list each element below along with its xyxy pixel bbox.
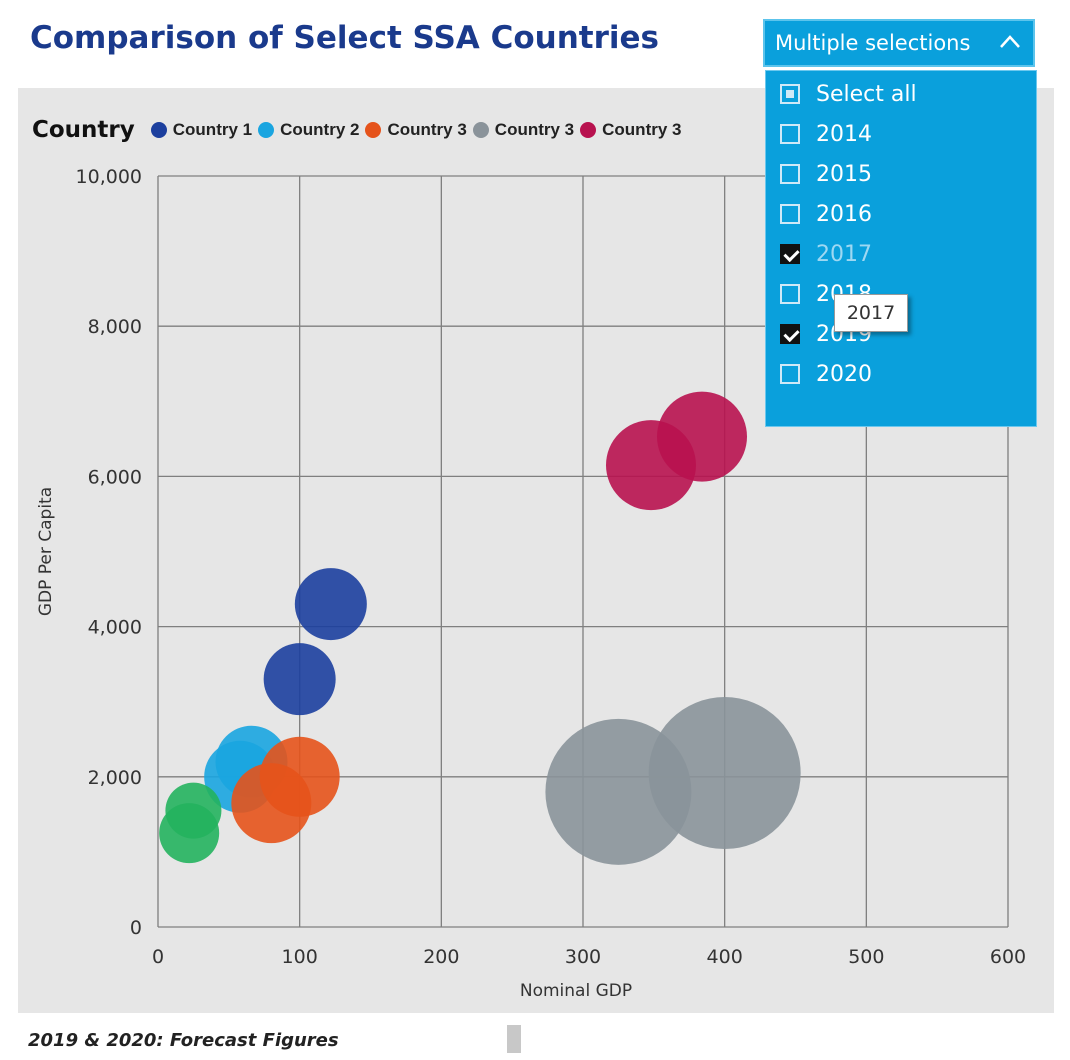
dropdown-option[interactable]: 2020 — [780, 359, 872, 389]
legend-title: Country — [32, 117, 135, 143]
option-tooltip: 2017 — [834, 294, 908, 332]
x-tick-label: 200 — [423, 946, 459, 968]
dropdown-option[interactable]: Select all — [780, 79, 917, 109]
y-tick-label: 8,000 — [88, 316, 142, 338]
dropdown-option-label: 2015 — [816, 161, 872, 187]
chart-legend: Country Country 1 Country 2 Country 3 Count… — [32, 116, 687, 144]
y-tick-label: 10,000 — [76, 166, 142, 188]
year-filter-dropdown[interactable]: Multiple selections — [763, 19, 1035, 67]
checkbox-icon[interactable] — [780, 204, 800, 224]
bubble-point — [657, 391, 747, 482]
legend-label: Country 1 — [172, 120, 253, 139]
legend-item[interactable]: Country 1 — [150, 120, 253, 140]
legend-label: Country 3 — [494, 120, 575, 139]
legend-label: Country 3 — [602, 120, 682, 139]
bubble-point — [259, 736, 340, 817]
x-tick-label: 500 — [848, 946, 884, 968]
x-tick-label: 600 — [990, 946, 1026, 968]
dropdown-option-label: 2016 — [816, 201, 872, 227]
legend-item[interactable]: Country 3 — [472, 120, 575, 140]
checkbox-icon[interactable] — [780, 84, 800, 104]
legend-label: Country 2 — [280, 120, 360, 139]
x-tick-label: 0 — [152, 946, 164, 968]
y-tick-label: 4,000 — [88, 617, 142, 639]
x-tick-label: 100 — [282, 946, 318, 968]
checkbox-checked-icon[interactable] — [780, 244, 800, 264]
dropdown-selection-label: Multiple selections — [775, 31, 971, 55]
scrollbar-thumb[interactable] — [507, 1025, 521, 1053]
dropdown-option[interactable]: 2015 — [780, 159, 872, 189]
x-tick-label: 300 — [565, 946, 601, 968]
y-tick-label: 0 — [130, 917, 142, 939]
legend-marker-icon — [150, 122, 167, 138]
dropdown-option-label: 2017 — [816, 241, 872, 267]
dropdown-option-label: 2014 — [816, 121, 872, 147]
checkbox-icon[interactable] — [780, 284, 800, 304]
dropdown-options-list: Select all2014201520162017201820192020 — [765, 70, 1037, 427]
legend-item[interactable]: Country 3 — [365, 120, 467, 140]
checkbox-checked-icon[interactable] — [780, 324, 800, 344]
page-title: Comparison of Select SSA Countries — [30, 20, 659, 56]
legend-marker-icon — [472, 122, 489, 138]
dropdown-option-label: Select all — [816, 81, 917, 107]
legend-label: Country 3 — [387, 120, 467, 139]
footnote: 2019 & 2020: Forecast Figures — [28, 1030, 339, 1051]
checkbox-icon[interactable] — [780, 164, 800, 184]
bubble-point — [294, 568, 367, 641]
legend-marker-icon — [580, 122, 597, 138]
bubble-point — [648, 697, 801, 850]
checkbox-icon[interactable] — [780, 124, 800, 144]
dropdown-option[interactable]: 2016 — [780, 199, 872, 229]
checkbox-icon[interactable] — [780, 364, 800, 384]
dropdown-option[interactable]: 2014 — [780, 119, 872, 149]
dropdown-option-label: 2020 — [816, 361, 872, 387]
bubble-point — [165, 782, 222, 839]
bubble-point — [263, 643, 336, 716]
legend-marker-icon — [258, 122, 275, 138]
legend-item[interactable]: Country 2 — [258, 120, 359, 140]
x-axis-label: Nominal GDP — [520, 981, 632, 1001]
y-tick-label: 6,000 — [88, 466, 142, 488]
chevron-up-icon — [1000, 35, 1020, 48]
x-tick-label: 400 — [707, 946, 743, 968]
y-axis-label: GDP Per Capita — [36, 487, 56, 616]
legend-marker-icon — [365, 122, 382, 138]
dropdown-option[interactable]: 2017 — [780, 239, 872, 269]
legend-item[interactable]: Country 3 — [580, 120, 681, 140]
y-tick-label: 2,000 — [88, 767, 142, 789]
